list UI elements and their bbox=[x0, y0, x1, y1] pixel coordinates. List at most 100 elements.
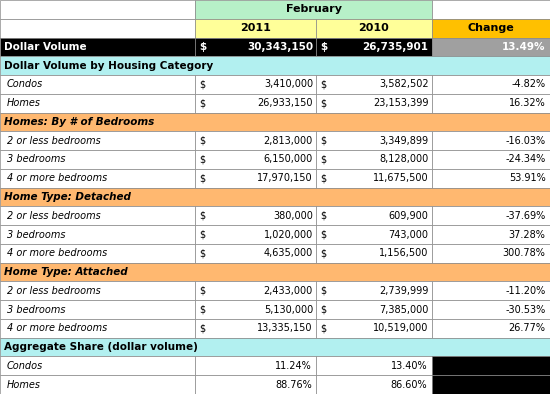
Text: 2,813,000: 2,813,000 bbox=[263, 136, 313, 146]
Bar bbox=[195, 94, 316, 113]
Bar bbox=[316, 75, 432, 94]
Text: Homes: By # of Bedrooms: Homes: By # of Bedrooms bbox=[4, 117, 155, 127]
Text: 3,349,899: 3,349,899 bbox=[379, 136, 428, 146]
Text: Homes: Homes bbox=[7, 380, 41, 390]
Bar bbox=[0, 169, 195, 188]
Text: $: $ bbox=[320, 305, 326, 314]
Text: 4 or more bedrooms: 4 or more bedrooms bbox=[7, 323, 107, 333]
Text: Aggregate Share (dollar volume): Aggregate Share (dollar volume) bbox=[4, 342, 198, 352]
Text: $: $ bbox=[320, 248, 326, 258]
Bar bbox=[0, 113, 550, 131]
Bar bbox=[432, 319, 550, 338]
Text: -11.20%: -11.20% bbox=[505, 286, 546, 296]
Text: 3,410,000: 3,410,000 bbox=[264, 80, 313, 89]
Bar bbox=[195, 150, 316, 169]
Text: 2 or less bedrooms: 2 or less bedrooms bbox=[7, 286, 100, 296]
Text: $: $ bbox=[320, 154, 326, 164]
Text: $: $ bbox=[199, 173, 205, 183]
Bar bbox=[195, 357, 316, 375]
Bar bbox=[432, 300, 550, 319]
Text: $: $ bbox=[199, 230, 205, 240]
Text: Homes: Homes bbox=[7, 98, 41, 108]
Text: 6,150,000: 6,150,000 bbox=[263, 154, 313, 164]
Text: 30,343,150: 30,343,150 bbox=[247, 42, 313, 52]
Text: 11,675,500: 11,675,500 bbox=[373, 173, 428, 183]
Bar bbox=[0, 375, 195, 394]
Bar bbox=[432, 206, 550, 225]
Bar bbox=[432, 0, 550, 19]
Bar bbox=[195, 37, 316, 56]
Bar bbox=[0, 94, 195, 113]
Text: 3,582,502: 3,582,502 bbox=[379, 80, 428, 89]
Text: 4 or more bedrooms: 4 or more bedrooms bbox=[7, 173, 107, 183]
Bar bbox=[316, 19, 432, 37]
Text: 13,335,150: 13,335,150 bbox=[257, 323, 313, 333]
Bar bbox=[432, 244, 550, 263]
Text: 3 bedrooms: 3 bedrooms bbox=[7, 154, 65, 164]
Text: 7,385,000: 7,385,000 bbox=[379, 305, 428, 314]
Text: 2,739,999: 2,739,999 bbox=[379, 286, 428, 296]
Bar bbox=[0, 206, 195, 225]
Bar bbox=[0, 75, 195, 94]
Text: 13.40%: 13.40% bbox=[390, 361, 427, 371]
Text: $: $ bbox=[320, 136, 326, 146]
Text: Home Type: Detached: Home Type: Detached bbox=[4, 192, 131, 202]
Bar bbox=[195, 131, 316, 150]
Text: 3 bedrooms: 3 bedrooms bbox=[7, 305, 65, 314]
Bar bbox=[0, 56, 550, 75]
Bar bbox=[195, 319, 316, 338]
Text: $: $ bbox=[199, 98, 205, 108]
Text: Condos: Condos bbox=[7, 361, 43, 371]
Text: 8,128,000: 8,128,000 bbox=[379, 154, 428, 164]
Text: February: February bbox=[285, 4, 342, 14]
Bar bbox=[0, 281, 195, 300]
Bar bbox=[432, 357, 550, 375]
Text: 23,153,399: 23,153,399 bbox=[373, 98, 428, 108]
Bar bbox=[316, 300, 432, 319]
Text: 2,433,000: 2,433,000 bbox=[263, 286, 313, 296]
Text: 88.76%: 88.76% bbox=[275, 380, 312, 390]
Text: 3 bedrooms: 3 bedrooms bbox=[7, 230, 65, 240]
Text: $: $ bbox=[320, 286, 326, 296]
Text: 5,130,000: 5,130,000 bbox=[263, 305, 313, 314]
Text: Dollar Volume by Housing Category: Dollar Volume by Housing Category bbox=[4, 61, 213, 71]
Bar bbox=[0, 244, 195, 263]
Text: 26,933,150: 26,933,150 bbox=[257, 98, 313, 108]
Text: Home Type: Attached: Home Type: Attached bbox=[4, 267, 128, 277]
Bar bbox=[432, 150, 550, 169]
Bar bbox=[316, 169, 432, 188]
Text: -16.03%: -16.03% bbox=[505, 136, 546, 146]
Text: 743,000: 743,000 bbox=[388, 230, 428, 240]
Bar bbox=[195, 169, 316, 188]
Text: 16.32%: 16.32% bbox=[509, 98, 546, 108]
Text: $: $ bbox=[199, 305, 205, 314]
Text: 380,000: 380,000 bbox=[273, 211, 313, 221]
Bar bbox=[0, 357, 195, 375]
Text: $: $ bbox=[199, 80, 205, 89]
Bar bbox=[0, 0, 195, 19]
Bar bbox=[432, 169, 550, 188]
Bar bbox=[316, 225, 432, 244]
Bar bbox=[316, 375, 432, 394]
Text: -37.69%: -37.69% bbox=[505, 211, 546, 221]
Bar bbox=[316, 131, 432, 150]
Bar bbox=[195, 0, 432, 19]
Text: 2 or less bedrooms: 2 or less bedrooms bbox=[7, 211, 100, 221]
Text: -30.53%: -30.53% bbox=[505, 305, 546, 314]
Bar bbox=[195, 19, 316, 37]
Text: 1,020,000: 1,020,000 bbox=[263, 230, 313, 240]
Bar bbox=[316, 319, 432, 338]
Bar bbox=[0, 263, 550, 281]
Text: $: $ bbox=[199, 248, 205, 258]
Bar bbox=[432, 19, 550, 37]
Bar bbox=[316, 37, 432, 56]
Bar bbox=[0, 338, 550, 357]
Text: 2 or less bedrooms: 2 or less bedrooms bbox=[7, 136, 100, 146]
Text: 86.60%: 86.60% bbox=[390, 380, 427, 390]
Text: Change: Change bbox=[468, 23, 514, 33]
Bar bbox=[316, 281, 432, 300]
Text: $: $ bbox=[320, 173, 326, 183]
Text: 1,156,500: 1,156,500 bbox=[379, 248, 428, 258]
Text: $: $ bbox=[320, 98, 326, 108]
Bar bbox=[316, 150, 432, 169]
